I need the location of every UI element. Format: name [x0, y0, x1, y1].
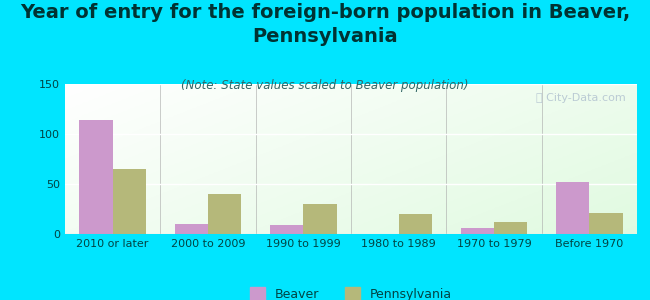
- Text: Ⓜ City-Data.com: Ⓜ City-Data.com: [536, 93, 625, 103]
- Bar: [112, 169, 146, 234]
- Text: (Note: State values scaled to Beaver population): (Note: State values scaled to Beaver pop…: [181, 80, 469, 92]
- Bar: [590, 213, 623, 234]
- Bar: [79, 120, 112, 234]
- Legend: Beaver, Pennsylvania: Beaver, Pennsylvania: [245, 282, 457, 300]
- Bar: [398, 214, 432, 234]
- Bar: [556, 182, 590, 234]
- Bar: [304, 204, 337, 234]
- Bar: [461, 228, 494, 234]
- Bar: [208, 194, 241, 234]
- Bar: [494, 222, 527, 234]
- Bar: [175, 224, 208, 234]
- Text: Year of entry for the foreign-born population in Beaver,
Pennsylvania: Year of entry for the foreign-born popul…: [20, 3, 630, 46]
- Bar: [270, 225, 304, 234]
